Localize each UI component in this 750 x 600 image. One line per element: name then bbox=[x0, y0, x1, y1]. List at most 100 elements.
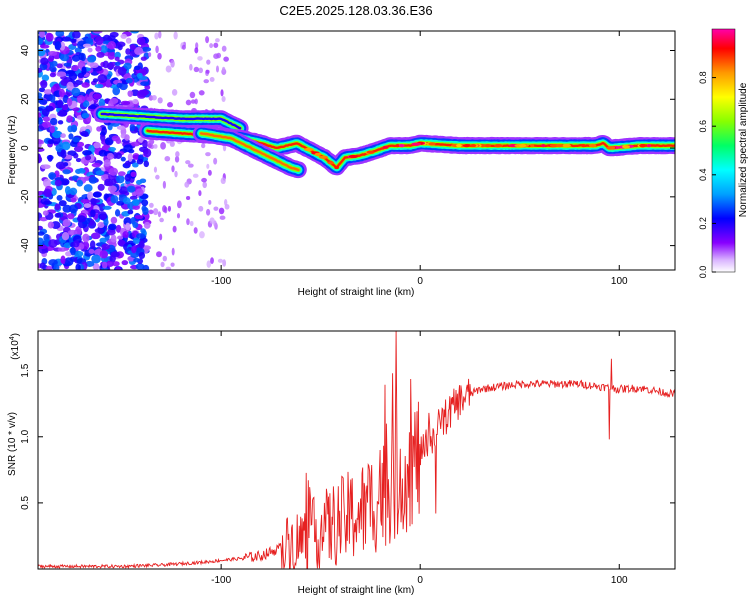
spectrogram-cell bbox=[85, 37, 94, 44]
spectrogram-cell bbox=[206, 59, 211, 65]
colorbar-tick-label: 0.0 bbox=[698, 266, 708, 279]
spectrogram-cell bbox=[186, 218, 190, 226]
spectrogram-cell bbox=[100, 45, 108, 54]
spectrogram-cell bbox=[120, 156, 126, 162]
spectrogram-cell bbox=[127, 153, 133, 162]
spectrogram-cell bbox=[206, 163, 210, 169]
spectrogram-cell bbox=[185, 99, 192, 106]
spectrogram-cell bbox=[88, 218, 95, 226]
spectrogram-cell bbox=[138, 240, 145, 249]
spectrogram-cell bbox=[40, 164, 51, 170]
spectrogram-cell bbox=[148, 209, 154, 215]
spectrogram-cell bbox=[193, 227, 198, 234]
spectrogram-cell bbox=[38, 154, 42, 163]
spectrogram-cell bbox=[519, 144, 527, 148]
spectrogram-cell bbox=[60, 133, 66, 139]
spectrogram-cell bbox=[95, 46, 102, 52]
spectrogram-cell bbox=[57, 99, 64, 109]
spectrogram-cell bbox=[60, 53, 70, 62]
spectrogram-cell bbox=[60, 255, 66, 264]
spectrogram-cell bbox=[97, 221, 105, 229]
spectrogram-cell bbox=[209, 217, 215, 224]
spectrogram-cell bbox=[114, 61, 121, 66]
spectrogram-cell bbox=[209, 43, 214, 49]
spectrogram-cell bbox=[172, 225, 177, 233]
spectrogram-cell bbox=[110, 234, 117, 243]
spectrogram-cell bbox=[136, 37, 146, 46]
spectrogram-cell bbox=[67, 150, 77, 157]
spectrogram-cell bbox=[56, 63, 63, 69]
spectrogram-cell bbox=[94, 83, 104, 89]
spectrogram-cell bbox=[120, 100, 131, 106]
spectrogram-cell bbox=[115, 266, 122, 270]
spectrogram-cell bbox=[47, 221, 55, 229]
spectrogram-cell bbox=[153, 166, 158, 173]
spectrogram-cell bbox=[134, 214, 144, 220]
spectrogram-cell bbox=[205, 152, 211, 157]
spectrogram-cell bbox=[114, 209, 121, 217]
spectrogram-cell bbox=[209, 76, 215, 82]
spectrogram-cell bbox=[107, 185, 117, 193]
x-tick-label: -100 bbox=[211, 276, 231, 287]
spectrogram-cell bbox=[556, 144, 563, 148]
spectrogram-cell bbox=[124, 134, 130, 141]
spectrogram-cell bbox=[167, 205, 171, 212]
spectrogram-cell bbox=[103, 218, 109, 226]
spectrogram-ylabel: Frequency (Hz) bbox=[7, 116, 18, 185]
spectrogram-cell bbox=[66, 115, 74, 123]
spectrogram-cell bbox=[81, 66, 87, 75]
spectrogram-cell bbox=[114, 56, 120, 61]
spectrogram-cell bbox=[81, 112, 90, 119]
spectrogram-cell bbox=[99, 250, 109, 259]
svg-text:(x104): (x104) bbox=[9, 333, 21, 360]
snr-yscale-base: (x10 bbox=[10, 340, 21, 360]
spectrogram-cell bbox=[170, 262, 175, 267]
snr-series-line bbox=[38, 331, 675, 569]
spectrogram-cell bbox=[72, 31, 81, 39]
spectrogram-cell bbox=[56, 194, 63, 201]
spectrogram-cell bbox=[81, 82, 90, 88]
spectrogram-cell bbox=[127, 90, 134, 98]
spectrogram-cell bbox=[75, 263, 81, 270]
spectrogram-cell bbox=[75, 157, 82, 163]
spectrogram-cell bbox=[141, 205, 147, 212]
spectrogram-cell bbox=[50, 60, 58, 67]
spectrogram-cell bbox=[72, 136, 81, 143]
spectrogram-cell bbox=[581, 144, 586, 148]
spectrogram-cell bbox=[140, 228, 146, 234]
spectrogram-cell bbox=[80, 198, 91, 204]
spectrogram-cell bbox=[411, 142, 422, 146]
spectrogram-cell bbox=[462, 144, 471, 148]
spectrogram-cell bbox=[395, 144, 400, 148]
spectrogram-cell bbox=[176, 213, 181, 219]
spectrogram-cell bbox=[116, 82, 123, 89]
spectrogram-cell bbox=[122, 197, 131, 205]
spectrogram-cell bbox=[82, 43, 92, 48]
spectrogram-cell bbox=[207, 169, 212, 176]
x-tick-label: 0 bbox=[417, 575, 423, 586]
spectrogram-cell bbox=[639, 144, 647, 148]
spectrogram-cell bbox=[38, 99, 48, 105]
spectrogram-cell bbox=[125, 37, 132, 44]
spectrogram-cell bbox=[148, 52, 152, 58]
spectrogram-cell bbox=[74, 47, 82, 54]
spectrogram-cell bbox=[38, 147, 45, 152]
colorbar-bar bbox=[711, 28, 736, 273]
spectrogram-cell bbox=[88, 248, 95, 254]
spectrogram-cell bbox=[38, 139, 43, 145]
spectrogram-cell bbox=[132, 162, 139, 168]
spectrogram-cell bbox=[117, 239, 126, 247]
y-tick-label: 0.5 bbox=[20, 496, 31, 510]
spectrogram-cell bbox=[530, 144, 535, 148]
spectrogram-cell bbox=[62, 169, 71, 175]
spectrogram-cell bbox=[314, 152, 322, 156]
spectrogram-cell bbox=[93, 93, 102, 100]
spectrogram-cell bbox=[141, 46, 152, 52]
spectrogram-cell bbox=[141, 199, 149, 207]
spectrogram-cell bbox=[159, 233, 163, 241]
spectrogram-cell bbox=[71, 54, 81, 62]
spectrogram-cell bbox=[162, 255, 168, 262]
spectrogram-cell bbox=[157, 52, 162, 60]
spectrogram-cell bbox=[153, 144, 158, 149]
spectrogram-cell bbox=[61, 232, 70, 241]
